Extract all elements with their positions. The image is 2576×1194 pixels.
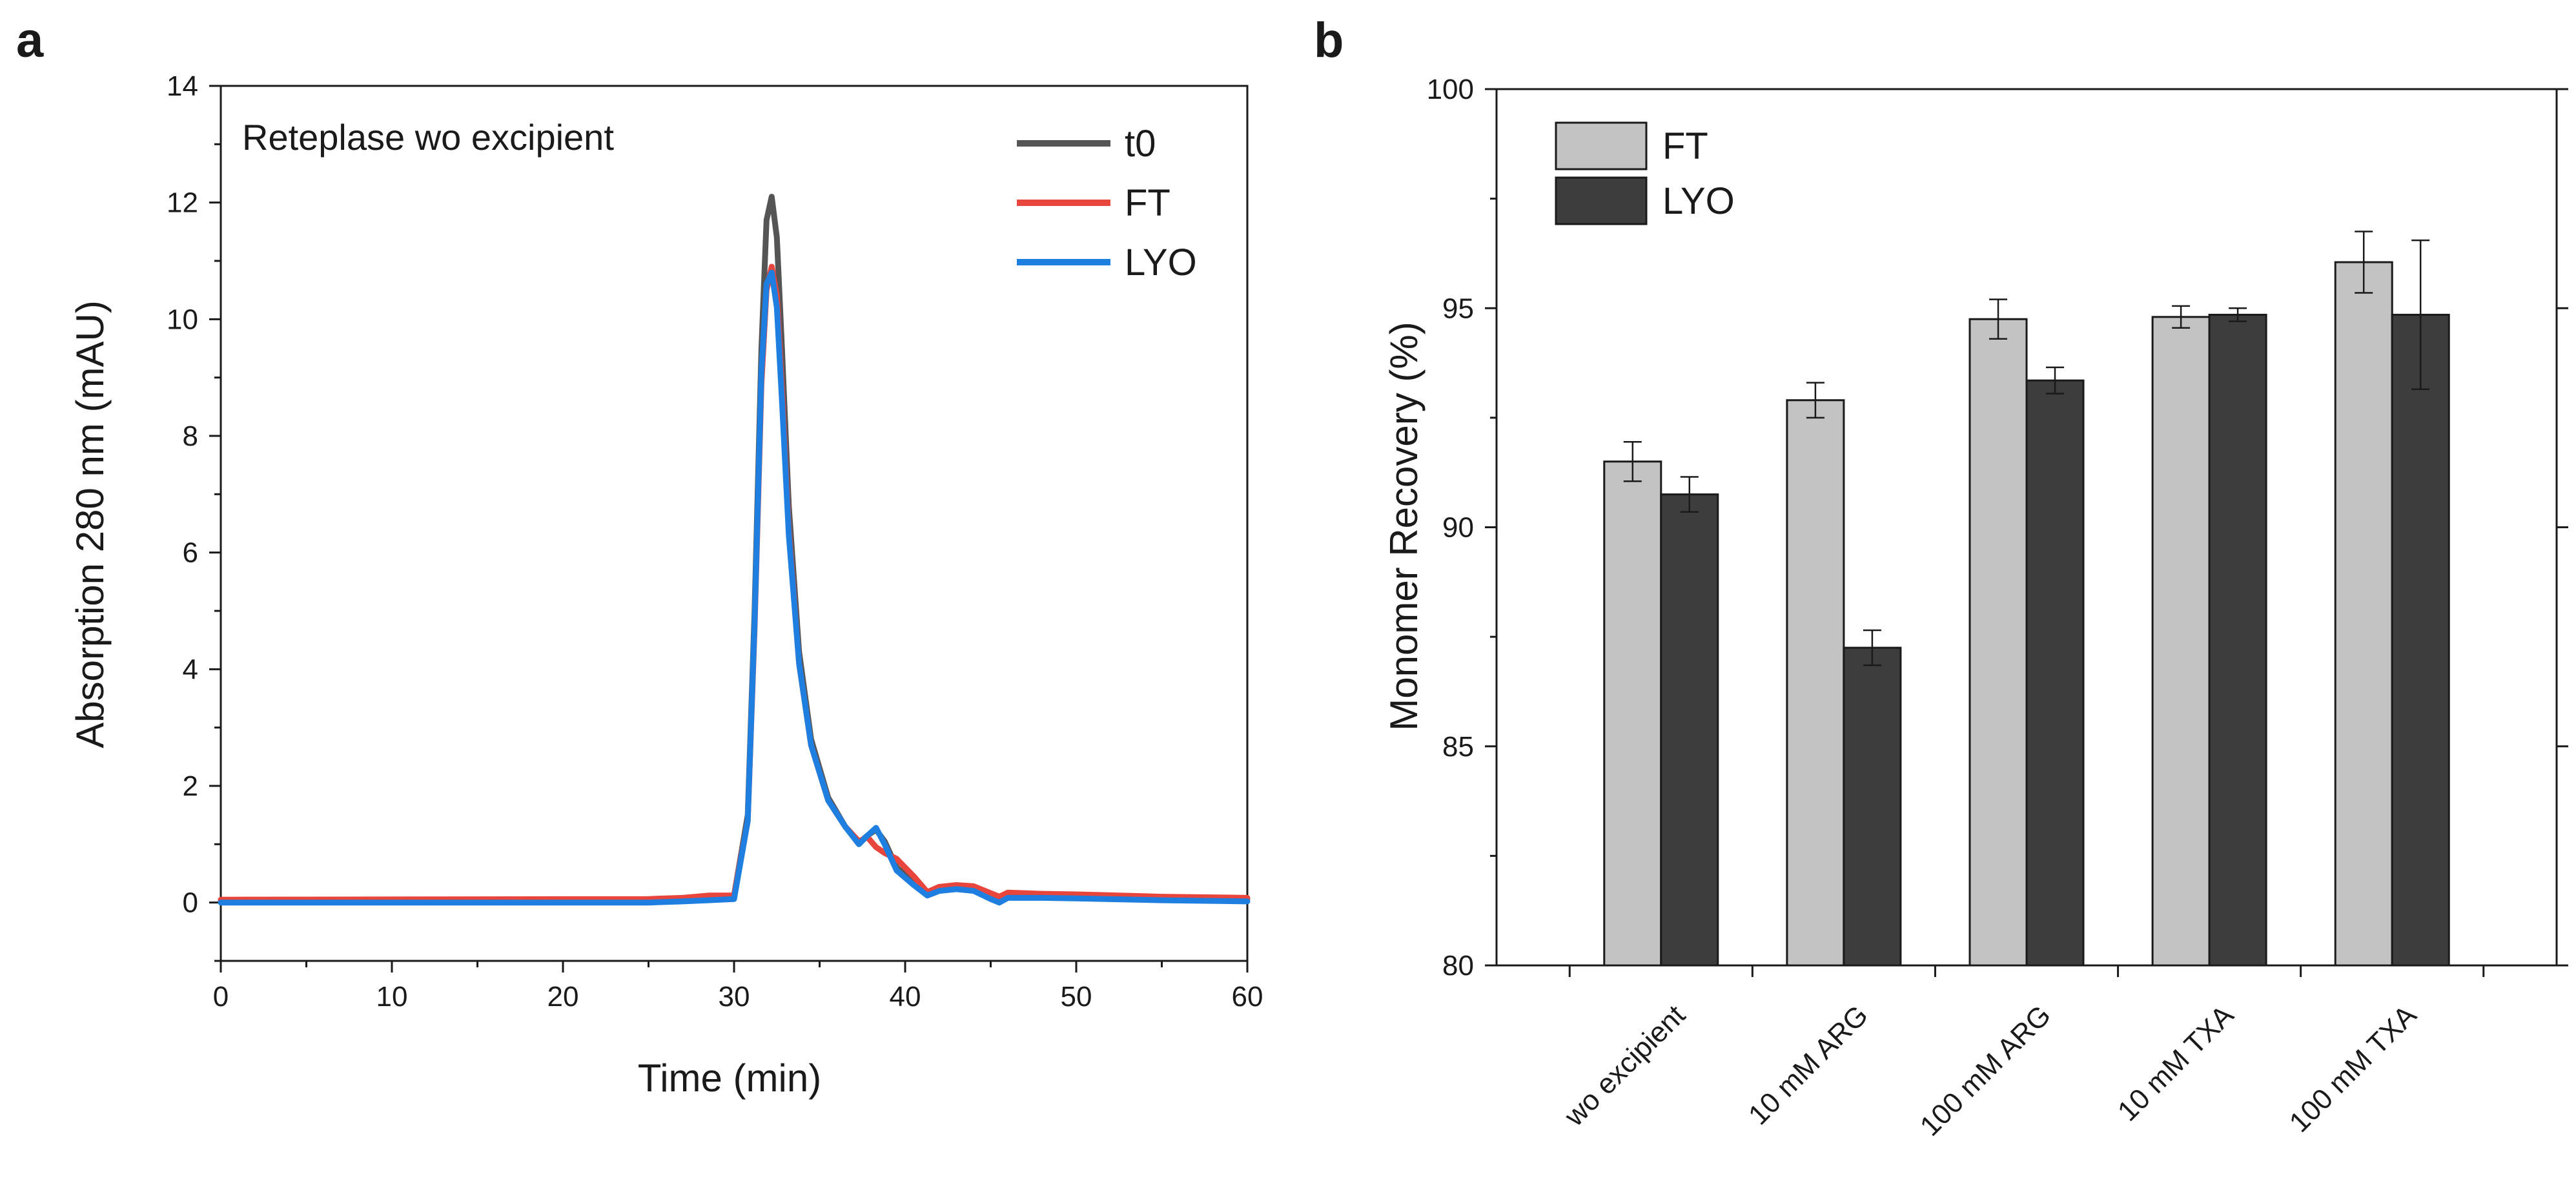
panel-a-x-tick-label: 10 — [376, 981, 408, 1013]
panel-b-category-label: wo excipient — [1558, 999, 1692, 1133]
panel-b-y-axis-title: Monomer Recovery (%) — [1382, 322, 1426, 731]
panel-b-legend-label-ft: FT — [1662, 125, 1708, 167]
panel-b-bar-ft — [1968, 318, 2028, 967]
panel-b-legend: FT LYO — [1555, 121, 1735, 225]
panel-b-y-tick-label: 100 — [1427, 74, 1474, 105]
panel-a-x-tick-label: 60 — [1232, 981, 1263, 1013]
panel-a-y-tick-label: 2 — [183, 770, 198, 802]
panel-b-category-label: 10 mM TXA — [2112, 999, 2240, 1127]
panel-b-bar-ft — [1786, 399, 1845, 967]
panel-a-y-tick-label: 6 — [183, 537, 198, 569]
panel-b-y-tick-label: 80 — [1442, 950, 1474, 982]
panel-a-x-tick-label: 30 — [719, 981, 750, 1013]
panel-a-series-line-t0 — [218, 194, 1251, 905]
panel-a-series-line-ft — [218, 263, 1251, 903]
panel-a-series — [218, 194, 1251, 906]
panel-b-bar-lyo — [1660, 493, 1719, 967]
panel-b-bars — [1603, 231, 2450, 967]
panel-a-axes: 0 10 20 30 40 50 60 0 2 4 6 8 10 12 14 — [167, 70, 1263, 1013]
panel-a-y-tick-label: 12 — [167, 187, 198, 219]
panel-a-y-tick-label: 4 — [183, 654, 198, 685]
panel-a-x-axis-title: Time (min) — [638, 1056, 821, 1100]
panel-b-y-tick-label: 85 — [1442, 731, 1474, 763]
panel-b-legend-swatch-ft — [1555, 121, 1648, 170]
panel-b-letter: b — [1314, 13, 1344, 68]
panel-a-y-tick-label: 14 — [167, 70, 198, 102]
panel-b-y-tick-label: 95 — [1442, 293, 1474, 324]
panel-a-legend-label-ft: FT — [1125, 182, 1170, 224]
panel-a-letter: a — [16, 13, 44, 68]
panel-a-x-tick-label: 40 — [890, 981, 921, 1013]
panel-a-x-tick-label: 0 — [213, 981, 229, 1013]
panel-a-y-tick-label: 0 — [183, 887, 198, 919]
panel-b-bar-lyo — [1843, 646, 1902, 967]
panel-a-x-tick-label: 20 — [547, 981, 579, 1013]
panel-a-annotation: Reteplase wo excipient — [242, 117, 614, 158]
panel-a-legend-label-lyo: LYO — [1125, 242, 1197, 283]
panel-b-bar-lyo — [2025, 379, 2085, 967]
panel-a-x-tick-label: 50 — [1061, 981, 1092, 1013]
panel-a-y-axis-title: Absorption 280 nm (mAU) — [68, 300, 112, 748]
panel-a-legend: t0 FT LYO — [1017, 123, 1197, 283]
panel-b-bar-ft — [1603, 460, 1662, 967]
panel-b-y-tick-label: 90 — [1442, 512, 1474, 544]
panel-b-category-label: 100 mM TXA — [2284, 999, 2423, 1138]
panel-b-category-label: 100 mM ARG — [1914, 999, 2057, 1142]
panel-b-bar-lyo — [2391, 313, 2450, 967]
panel-a-y-tick-label: 8 — [183, 420, 198, 452]
panel-a-legend-label-t0: t0 — [1125, 123, 1156, 165]
panel-b-bar-ft — [2151, 316, 2211, 967]
panel-a-series-line-lyo — [218, 269, 1251, 906]
panel-b-category-label: 10 mM ARG — [1743, 999, 1874, 1131]
panel-b-bar-chart: b 80 85 90 95 100 wo excipient 10 mM ARG 100 mM… — [1314, 13, 2568, 1142]
panel-b-legend-label-lyo: LYO — [1662, 180, 1735, 222]
panel-b-bar-lyo — [2208, 313, 2267, 967]
panel-a-plot-frame — [220, 85, 1249, 962]
panel-b-bar-ft — [2334, 261, 2393, 967]
panel-a-y-tick-label: 10 — [167, 304, 198, 335]
panel-a-chromatogram: a 0 10 20 30 40 50 60 0 2 4 6 8 10 12 14 Reteplase wo … — [16, 13, 1263, 1100]
panel-b-legend-swatch-lyo — [1555, 176, 1648, 225]
